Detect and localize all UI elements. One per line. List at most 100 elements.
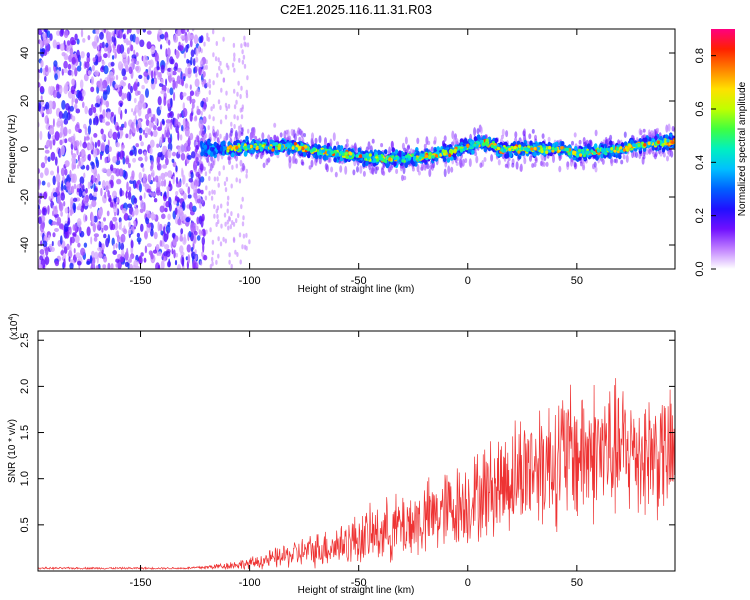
band-core-mark — [576, 151, 580, 156]
snr-y-ticks: 0.51.01.52.02.5 — [19, 333, 675, 532]
noise-mark — [78, 226, 82, 234]
noise-mark — [123, 60, 129, 68]
noise-mark — [68, 54, 73, 63]
noise-mark — [146, 210, 151, 219]
noise-mark — [150, 228, 154, 237]
noise-mark — [118, 168, 124, 177]
band-halo-mark — [428, 168, 432, 178]
band-halo-mark — [523, 157, 527, 165]
noise-mark — [150, 192, 156, 197]
noise-mark — [100, 153, 102, 161]
band-halo-mark — [468, 158, 472, 168]
noise-mark — [114, 114, 116, 123]
noise-mark — [104, 191, 107, 199]
band-core-mark — [607, 147, 611, 152]
noise-mark — [179, 113, 182, 118]
noise-mark — [142, 167, 145, 173]
band-mark — [620, 142, 625, 148]
band-halo-mark — [402, 165, 406, 175]
band-mark — [574, 145, 578, 152]
noise-mark — [103, 224, 109, 231]
noise-mark — [184, 127, 190, 137]
noise-mark — [168, 39, 171, 46]
noise-mark — [58, 111, 63, 119]
noise-mark — [60, 125, 64, 135]
noise-mark — [171, 70, 177, 76]
noise-mark — [58, 85, 63, 95]
noise-mark — [76, 188, 80, 193]
noise-mark — [91, 199, 97, 208]
band-halo-mark — [195, 134, 199, 142]
noise-mark — [195, 47, 199, 57]
noise-mark — [184, 67, 189, 77]
snr-plot-area — [37, 330, 676, 572]
noise-mark — [242, 233, 246, 239]
noise-mark — [184, 83, 189, 89]
noise-mark — [174, 118, 179, 127]
noise-mark — [105, 100, 110, 108]
noise-mark — [56, 165, 60, 175]
noise-mark — [117, 61, 123, 71]
noise-mark — [173, 249, 176, 259]
band-halo-mark — [197, 139, 201, 148]
noise-mark — [89, 255, 93, 264]
band-mark — [560, 141, 565, 147]
band-halo-mark — [198, 159, 202, 166]
noise-mark — [125, 190, 128, 199]
noise-mark — [200, 218, 204, 228]
noise-mark — [51, 221, 57, 226]
band-halo-mark — [356, 166, 359, 173]
noise-mark — [73, 248, 76, 254]
noise-mark — [92, 57, 96, 63]
noise-mark — [172, 175, 175, 185]
noise-mark — [115, 258, 120, 263]
band-halo-mark — [328, 156, 332, 163]
noise-mark — [161, 133, 165, 144]
noise-mark — [235, 218, 238, 224]
noise-mark — [126, 247, 129, 258]
noise-mark — [38, 29, 42, 36]
band-halo-mark — [416, 164, 420, 173]
band-halo-mark — [623, 131, 627, 138]
band-halo-mark — [529, 155, 532, 162]
noise-mark — [159, 105, 162, 111]
band-halo-mark — [216, 152, 220, 162]
noise-mark — [71, 63, 76, 71]
noise-mark — [164, 244, 170, 250]
noise-mark — [239, 259, 242, 265]
band-halo-mark — [662, 151, 666, 158]
noise-mark — [241, 49, 244, 55]
band-core-mark — [428, 152, 432, 156]
noise-mark — [182, 118, 186, 128]
noise-mark — [38, 259, 41, 266]
noise-mark — [181, 78, 185, 87]
noise-mark — [186, 29, 189, 33]
band-halo-mark — [228, 156, 232, 161]
noise-mark — [194, 168, 198, 174]
noise-mark — [84, 61, 90, 69]
noise-mark — [215, 41, 218, 46]
band-core-mark — [485, 138, 489, 143]
band-halo-mark — [430, 146, 434, 152]
noise-mark — [88, 144, 94, 151]
noise-mark — [107, 74, 110, 84]
band-mark — [213, 141, 218, 147]
band-mark — [404, 162, 409, 168]
noise-mark — [97, 44, 100, 51]
noise-mark — [244, 42, 247, 48]
band-halo-mark — [230, 127, 234, 134]
band-halo-mark — [665, 124, 669, 133]
noise-mark — [154, 52, 159, 62]
noise-mark — [121, 81, 127, 87]
noise-mark — [50, 151, 56, 161]
noise-mark — [211, 189, 214, 195]
band-mark — [508, 152, 513, 158]
noise-mark — [87, 70, 92, 76]
noise-mark — [237, 213, 240, 219]
noise-mark — [92, 175, 96, 183]
noise-mark — [204, 171, 208, 177]
noise-mark — [119, 221, 122, 227]
noise-mark — [45, 101, 50, 111]
noise-mark — [82, 38, 86, 43]
